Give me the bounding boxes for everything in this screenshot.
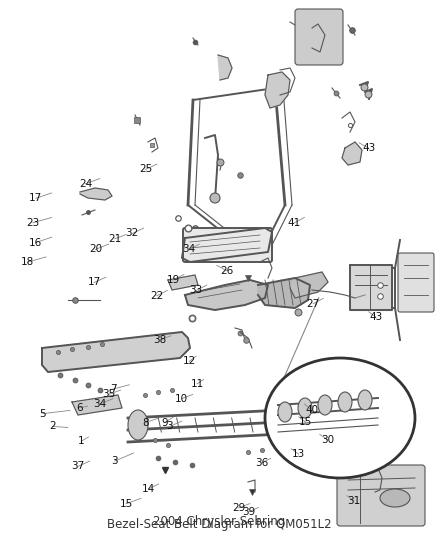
- Text: 39: 39: [242, 507, 255, 516]
- Text: 26: 26: [220, 266, 233, 276]
- Text: 10: 10: [175, 394, 188, 403]
- Text: 8: 8: [142, 418, 149, 427]
- Ellipse shape: [358, 390, 372, 410]
- Polygon shape: [350, 265, 392, 310]
- Polygon shape: [342, 142, 362, 165]
- Text: 2: 2: [49, 422, 56, 431]
- Polygon shape: [290, 272, 328, 298]
- Text: 40: 40: [305, 406, 318, 415]
- Text: 43: 43: [369, 312, 382, 322]
- Text: 17: 17: [88, 278, 101, 287]
- Text: 17: 17: [29, 193, 42, 203]
- Ellipse shape: [265, 358, 415, 478]
- FancyBboxPatch shape: [337, 465, 425, 526]
- Text: 43: 43: [362, 143, 375, 153]
- Ellipse shape: [302, 400, 322, 430]
- Text: 6: 6: [76, 403, 83, 413]
- Ellipse shape: [128, 410, 148, 440]
- Polygon shape: [182, 228, 272, 262]
- Ellipse shape: [338, 392, 352, 412]
- Polygon shape: [185, 280, 268, 310]
- Text: 24: 24: [79, 179, 92, 189]
- Text: 29: 29: [232, 503, 245, 513]
- Text: 5: 5: [39, 409, 46, 418]
- Text: 11: 11: [191, 379, 204, 389]
- Text: 30: 30: [321, 435, 334, 445]
- Text: 25: 25: [139, 165, 152, 174]
- Text: 15: 15: [299, 417, 312, 427]
- Polygon shape: [218, 55, 232, 80]
- Text: 12: 12: [183, 357, 196, 366]
- Text: 38: 38: [153, 335, 166, 345]
- Text: 41: 41: [288, 218, 301, 228]
- Circle shape: [210, 193, 220, 203]
- Text: 3: 3: [166, 422, 173, 431]
- Text: 2004 Chrysler Sebring: 2004 Chrysler Sebring: [153, 514, 285, 528]
- Text: 19: 19: [166, 275, 180, 285]
- Text: 3: 3: [111, 456, 118, 466]
- Text: 36: 36: [255, 458, 268, 467]
- Text: 9: 9: [161, 418, 168, 427]
- Text: 7: 7: [110, 384, 117, 394]
- Polygon shape: [80, 188, 112, 200]
- Text: 1: 1: [78, 437, 85, 446]
- Text: 23: 23: [26, 218, 39, 228]
- Text: 33: 33: [190, 286, 203, 295]
- Polygon shape: [265, 72, 290, 108]
- Text: 13: 13: [292, 449, 305, 459]
- Ellipse shape: [278, 402, 292, 422]
- Text: 18: 18: [21, 257, 34, 267]
- Text: 15: 15: [120, 499, 133, 508]
- Ellipse shape: [298, 398, 312, 418]
- FancyBboxPatch shape: [295, 9, 343, 65]
- Text: 32: 32: [126, 229, 139, 238]
- FancyBboxPatch shape: [398, 253, 434, 312]
- Text: 16: 16: [29, 238, 42, 247]
- Polygon shape: [42, 332, 190, 372]
- Polygon shape: [72, 395, 122, 415]
- Text: 37: 37: [71, 462, 85, 471]
- Ellipse shape: [380, 489, 410, 507]
- Text: 21: 21: [108, 234, 121, 244]
- Text: 20: 20: [89, 245, 102, 254]
- Polygon shape: [168, 275, 198, 290]
- Polygon shape: [258, 278, 310, 308]
- Text: 34: 34: [93, 399, 106, 409]
- Text: 27: 27: [307, 299, 320, 309]
- FancyBboxPatch shape: [183, 228, 272, 262]
- Text: 31: 31: [347, 496, 360, 506]
- Ellipse shape: [318, 395, 332, 415]
- Text: Bezel-Seat Belt Diagram for QM051L2: Bezel-Seat Belt Diagram for QM051L2: [107, 518, 331, 531]
- Text: 35: 35: [102, 390, 115, 399]
- Text: 34: 34: [183, 245, 196, 254]
- Text: 22: 22: [150, 291, 163, 301]
- Text: 14: 14: [142, 484, 155, 494]
